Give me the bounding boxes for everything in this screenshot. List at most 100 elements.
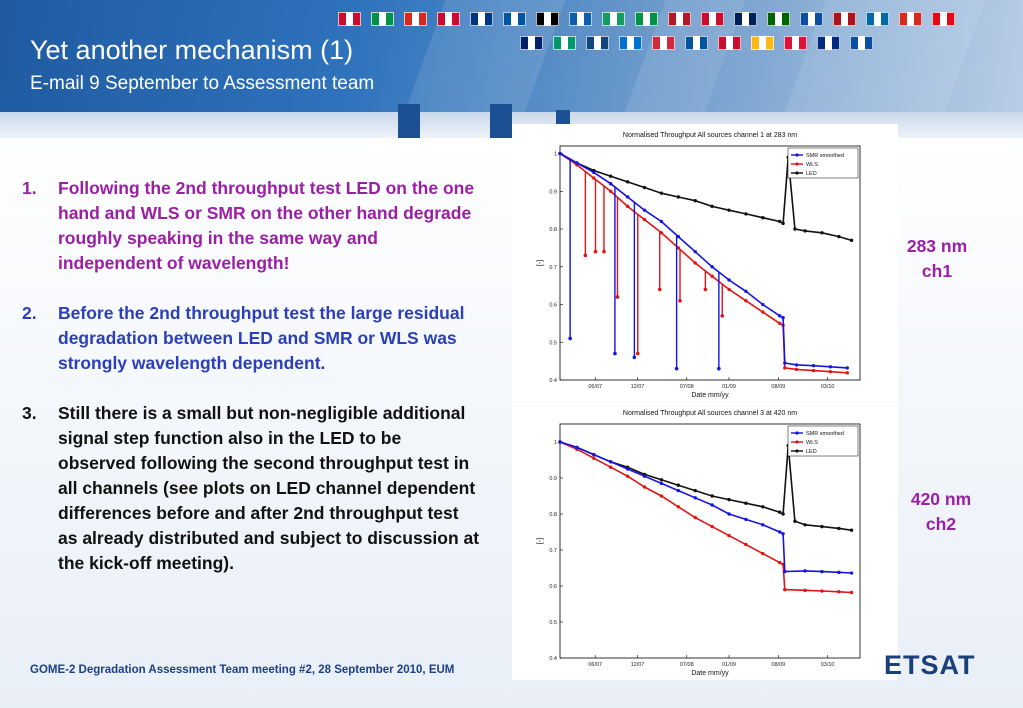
data-point: [575, 445, 579, 450]
data-point: [849, 571, 854, 575]
data-point: [676, 505, 681, 509]
y-tick-label: 0.9: [549, 189, 557, 195]
data-point: [778, 314, 782, 318]
channel-1-label: 283 nm ch1: [892, 234, 982, 284]
x-tick-label: 08/09: [771, 384, 785, 390]
chart-channel-1: Normalised Throughput All sources channe…: [512, 124, 898, 401]
data-point: [783, 366, 787, 370]
building-silhouette: [490, 104, 512, 138]
data-point: [820, 524, 824, 529]
data-point: [820, 589, 824, 593]
data-point: [693, 515, 697, 520]
flag-icon: [866, 12, 889, 26]
flag-icon: [833, 12, 856, 26]
data-point: [803, 588, 807, 593]
flag-icon: [520, 36, 543, 50]
data-point: [727, 278, 731, 282]
flag-icon: [619, 36, 642, 50]
data-point: [781, 316, 785, 320]
legend-marker: [795, 440, 799, 444]
x-tick-label: 07/08: [680, 384, 694, 390]
y-axis-label: [-]: [537, 260, 544, 266]
data-point: [625, 474, 630, 478]
data-point: [710, 265, 714, 269]
data-point: [811, 368, 816, 373]
data-point: [625, 180, 630, 184]
data-point: [659, 481, 664, 486]
flag-icon: [602, 12, 625, 26]
data-point: [609, 182, 613, 186]
data-point: [615, 295, 620, 299]
legend-marker: [795, 171, 799, 175]
chart-channel-3: Normalised Throughput All sources channe…: [512, 402, 898, 680]
flag-icon: [437, 12, 460, 26]
data-point: [592, 176, 596, 180]
data-point: [828, 365, 833, 369]
flag-icon: [536, 12, 559, 26]
flag-icon: [338, 12, 361, 26]
data-point: [710, 274, 714, 278]
data-point: [744, 501, 748, 505]
data-point: [710, 503, 714, 507]
y-tick-label: 0.7: [549, 265, 557, 271]
data-point: [602, 249, 606, 254]
flag-icon: [470, 12, 493, 26]
flag-icon: [668, 12, 691, 26]
flag-icon: [503, 12, 526, 26]
data-point: [778, 530, 782, 534]
data-point: [794, 367, 799, 372]
list-item: 2. Before the 2nd throughput test the la…: [22, 301, 482, 376]
chart-svg: Normalised Throughput All sources channe…: [537, 132, 861, 399]
x-tick-label: 12/07: [631, 662, 645, 668]
data-point: [727, 287, 731, 292]
data-point: [845, 366, 850, 370]
y-tick-label: 0.4: [549, 656, 557, 662]
data-point: [678, 298, 682, 303]
y-tick-label: 0.9: [549, 476, 557, 482]
flag-icon: [652, 36, 675, 50]
flag-icon: [635, 12, 658, 26]
x-tick-label: 03/10: [821, 662, 835, 668]
series-line-0: [559, 441, 852, 574]
data-point: [761, 505, 765, 509]
flag-icon: [371, 12, 394, 26]
flag-icon: [404, 12, 427, 26]
data-point: [781, 221, 785, 226]
data-point: [837, 590, 841, 594]
flag-icon: [734, 12, 757, 26]
data-point: [781, 532, 785, 536]
data-point: [794, 363, 799, 367]
x-tick-label: 06/07: [588, 384, 602, 390]
slide-title: Yet another mechanism (1): [30, 35, 354, 65]
data-point: [803, 569, 807, 573]
y-axis-label: [-]: [537, 538, 544, 544]
y-tick-label: 0.6: [549, 584, 557, 590]
data-point: [803, 229, 807, 233]
data-point: [778, 321, 782, 326]
data-point: [710, 204, 714, 209]
x-tick-label: 06/07: [588, 662, 602, 668]
data-point: [783, 587, 787, 592]
data-point: [657, 287, 662, 292]
eumetsat-logo: ETSAT: [884, 650, 976, 680]
data-point: [778, 560, 782, 565]
wavelength-label: 420 nm: [910, 489, 972, 509]
data-point: [720, 314, 725, 318]
x-tick-label: 07/08: [680, 662, 694, 668]
flag-icon: [751, 36, 774, 50]
item-number: 1.: [22, 178, 37, 198]
data-point: [849, 590, 854, 595]
data-point: [793, 519, 797, 523]
y-tick-label: 0.8: [549, 512, 557, 518]
data-point: [642, 208, 647, 212]
data-point: [837, 234, 841, 239]
data-point: [592, 170, 596, 175]
data-point: [849, 238, 854, 243]
data-point: [811, 363, 816, 368]
data-point: [625, 195, 630, 199]
data-point: [783, 569, 787, 574]
data-point: [703, 287, 708, 292]
flag-icon: [784, 36, 807, 50]
data-point: [727, 512, 731, 516]
data-point: [693, 488, 697, 493]
